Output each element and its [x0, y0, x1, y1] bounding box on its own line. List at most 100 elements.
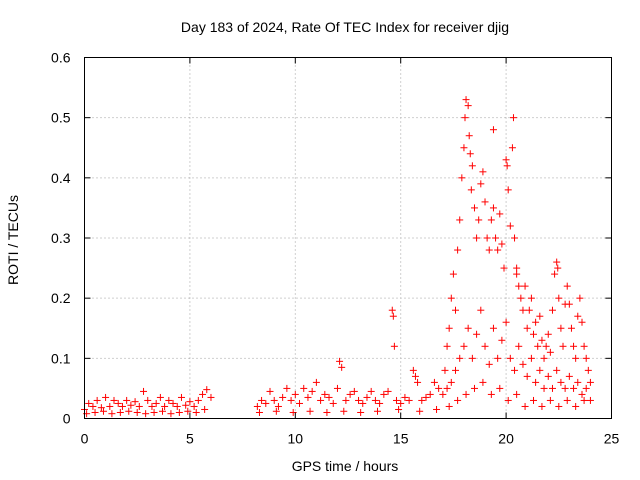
y-tick-label: 0 — [63, 411, 71, 427]
data-point — [380, 390, 388, 398]
data-point — [445, 402, 453, 410]
data-point — [502, 318, 510, 326]
data-point — [553, 366, 561, 374]
data-point — [546, 396, 554, 404]
data-point — [466, 150, 474, 158]
data-point — [494, 246, 502, 254]
data-point — [342, 396, 350, 404]
data-point — [150, 408, 158, 416]
data-point — [489, 126, 497, 134]
data-point — [519, 360, 527, 368]
data-point — [496, 210, 504, 218]
data-point — [511, 234, 519, 242]
data-point — [538, 336, 546, 344]
data-point — [485, 360, 493, 368]
data-point — [580, 396, 588, 404]
y-tick-label: 0.6 — [51, 50, 71, 66]
data-point — [296, 399, 304, 407]
data-point — [578, 390, 586, 398]
data-point — [165, 396, 173, 404]
data-point — [536, 312, 544, 320]
axis-ticks — [84, 57, 612, 419]
data-point — [536, 366, 544, 374]
data-point — [508, 144, 516, 152]
data-point — [475, 216, 483, 224]
data-point — [133, 408, 141, 416]
data-point — [534, 342, 542, 350]
data-point — [445, 324, 453, 332]
data-point — [430, 378, 438, 386]
data-point — [504, 396, 512, 404]
data-point — [586, 396, 594, 404]
data-point — [527, 354, 535, 362]
data-point — [253, 402, 261, 410]
data-point — [272, 407, 280, 415]
data-point — [544, 330, 552, 338]
data-point — [426, 390, 434, 398]
data-point — [485, 246, 493, 254]
data-point — [570, 342, 578, 350]
data-point — [498, 336, 506, 344]
data-point — [464, 102, 472, 110]
data-point — [473, 234, 481, 242]
data-point — [483, 234, 491, 242]
data-point — [203, 386, 211, 394]
data-point — [519, 306, 527, 314]
data-point — [454, 246, 462, 254]
data-point — [509, 114, 517, 122]
data-point — [97, 404, 105, 412]
data-point — [169, 399, 177, 407]
data-point — [114, 399, 122, 407]
data-point — [572, 402, 580, 410]
data-point — [496, 384, 504, 392]
data-point — [582, 384, 590, 392]
data-point — [192, 408, 200, 416]
data-point — [304, 393, 312, 401]
data-point — [582, 354, 590, 362]
y-tick-label: 0.3 — [51, 230, 71, 246]
data-point — [118, 402, 126, 410]
data-point — [565, 372, 573, 380]
data-point — [477, 306, 485, 314]
data-point — [156, 393, 164, 401]
data-point — [374, 407, 382, 415]
data-point — [574, 378, 582, 386]
data-point — [487, 390, 495, 398]
data-point — [175, 408, 183, 416]
data-point — [99, 407, 107, 415]
data-point — [336, 357, 344, 365]
data-point — [274, 402, 282, 410]
data-point — [409, 366, 417, 374]
data-point — [456, 216, 464, 224]
data-point — [289, 408, 297, 416]
data-point — [135, 402, 143, 410]
data-point — [468, 354, 476, 362]
data-point — [414, 378, 422, 386]
data-point — [258, 396, 266, 404]
data-point — [416, 407, 424, 415]
data-point — [291, 390, 299, 398]
data-point — [148, 402, 156, 410]
data-point — [433, 405, 441, 413]
data-point — [460, 342, 468, 350]
data-point — [283, 384, 291, 392]
data-point — [548, 384, 556, 392]
data-point — [116, 408, 124, 416]
data-point — [462, 390, 470, 398]
data-point — [190, 402, 198, 410]
data-point — [371, 396, 379, 404]
data-point — [106, 402, 114, 410]
data-point — [555, 294, 563, 302]
x-tick-label: 15 — [393, 431, 409, 447]
data-point — [85, 399, 93, 407]
data-point — [548, 306, 556, 314]
data-point — [503, 162, 511, 170]
data-point — [492, 234, 500, 242]
data-point — [447, 294, 455, 302]
y-tick-label: 0.4 — [51, 170, 71, 186]
data-point — [397, 399, 405, 407]
data-point — [462, 96, 470, 104]
data-point — [464, 324, 472, 332]
data-point — [418, 396, 426, 404]
